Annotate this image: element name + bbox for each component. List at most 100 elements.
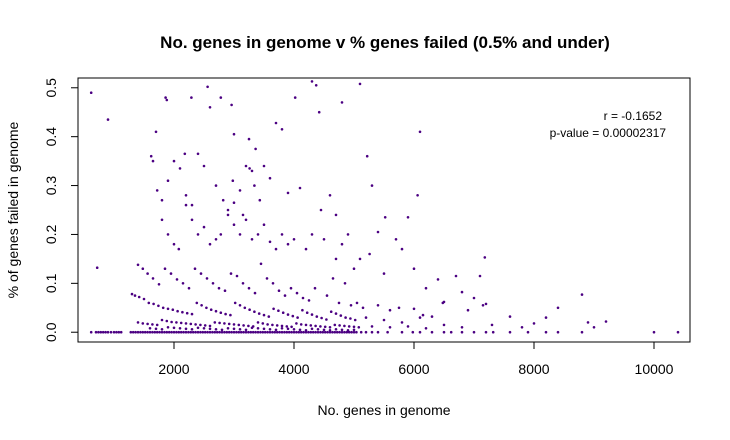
data-point [172, 242, 176, 246]
data-point [262, 223, 266, 226]
data-point [339, 314, 343, 317]
data-point [280, 324, 284, 328]
data-point [226, 327, 230, 330]
data-point [225, 330, 229, 334]
data-point [184, 322, 188, 325]
data-point [262, 313, 266, 317]
data-point [315, 315, 319, 318]
data-point [226, 208, 230, 212]
data-point [160, 328, 164, 331]
data-point [449, 330, 453, 334]
data-point [442, 330, 446, 334]
data-point [268, 330, 272, 334]
data-point [411, 330, 415, 334]
y-axis: 0.0 0.1 0.2 0.3 0.4 0.5 [43, 78, 79, 342]
data-point [277, 289, 281, 293]
data-point [290, 325, 293, 329]
data-point [328, 194, 332, 197]
data-point [179, 330, 183, 334]
data-point [223, 322, 226, 325]
data-point [364, 330, 368, 334]
data-point [167, 330, 171, 334]
data-point [170, 320, 173, 324]
data-point [154, 327, 158, 331]
data-point [231, 179, 235, 182]
data-point [274, 121, 278, 125]
data-point [196, 326, 200, 330]
data-point [290, 330, 293, 334]
data-point [206, 330, 209, 334]
data-point [199, 272, 203, 275]
data-point [99, 330, 103, 334]
data-point [412, 267, 416, 271]
data-point [388, 308, 392, 312]
data-point [200, 304, 203, 307]
data-point [141, 322, 145, 325]
data-point [335, 330, 339, 334]
data-point [238, 189, 242, 192]
data-point [340, 101, 344, 104]
data-point [94, 330, 98, 334]
data-point [136, 330, 140, 334]
data-point [259, 262, 263, 266]
data-point [131, 330, 135, 334]
data-point [508, 315, 512, 318]
data-point [291, 314, 295, 318]
data-point [261, 322, 265, 325]
data-point [383, 216, 387, 219]
data-point [305, 311, 309, 315]
data-point [165, 319, 169, 323]
data-point [223, 289, 227, 293]
data-point [194, 330, 197, 334]
data-point [141, 267, 145, 271]
data-point [250, 326, 254, 330]
data-point [221, 198, 225, 202]
data-point [556, 330, 560, 334]
data-point [346, 329, 350, 332]
data-point [199, 330, 202, 334]
data-point [580, 330, 584, 334]
chart-title: No. genes in genome v % genes failed (0.… [160, 33, 610, 52]
data-point [219, 233, 223, 236]
data-point [130, 292, 134, 296]
data-point [285, 330, 289, 334]
data-point [187, 330, 190, 334]
data-point [376, 330, 380, 334]
data-point [115, 330, 118, 334]
data-point [280, 128, 284, 131]
data-point [418, 316, 422, 319]
data-point [376, 304, 380, 307]
data-point [257, 312, 261, 315]
data-point [195, 301, 199, 305]
data-point [146, 272, 149, 275]
data-point [286, 313, 290, 316]
data-point [311, 330, 315, 334]
data-point [271, 330, 274, 334]
data-point [352, 330, 356, 334]
data-point [353, 318, 357, 322]
data-point [271, 282, 275, 285]
data-point [466, 308, 470, 312]
data-point [313, 286, 317, 290]
data-point [254, 330, 257, 334]
data-point [280, 330, 284, 334]
data-point [370, 330, 374, 334]
data-point [146, 330, 149, 334]
data-point [160, 218, 164, 222]
x-tick-label: 4000 [278, 361, 309, 377]
data-point [268, 328, 272, 331]
data-point [382, 272, 386, 275]
data-point [338, 324, 341, 327]
data-point [218, 321, 221, 325]
data-point [323, 325, 327, 329]
data-point [280, 233, 284, 236]
data-point [317, 110, 321, 114]
data-point [256, 327, 260, 330]
data-point [244, 218, 248, 222]
data-point [194, 323, 197, 326]
data-point [229, 313, 232, 317]
data-point [203, 324, 207, 327]
data-point [275, 330, 279, 334]
x-tick-label: 10000 [635, 361, 674, 377]
data-point [283, 330, 286, 334]
